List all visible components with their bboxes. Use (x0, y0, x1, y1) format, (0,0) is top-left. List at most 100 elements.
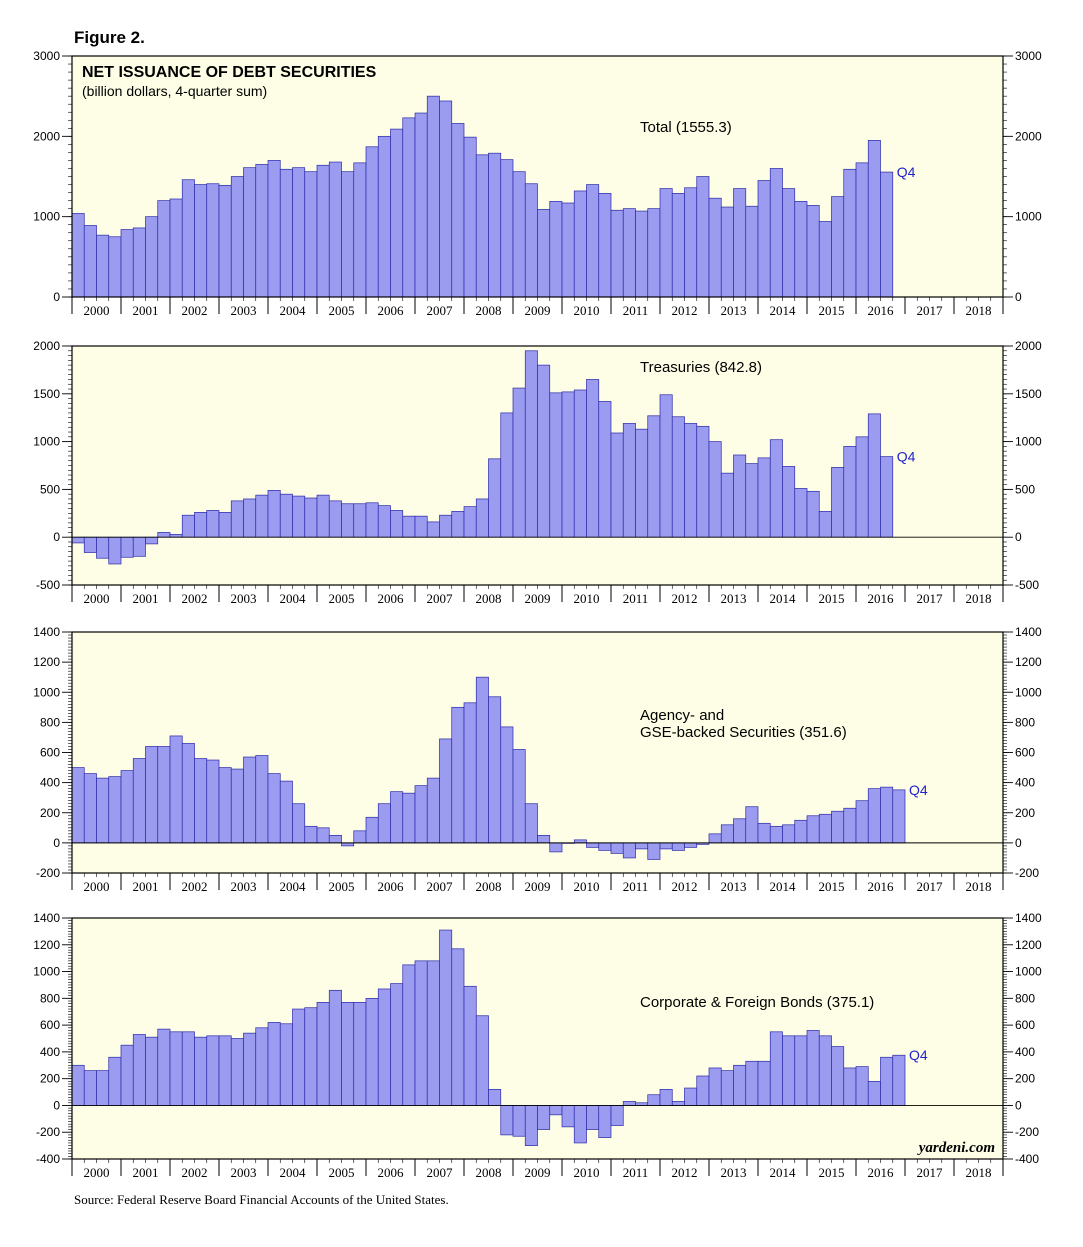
bar (512, 749, 526, 844)
bar (745, 1060, 759, 1106)
y-tick-label-right: -200 (1015, 866, 1039, 880)
y-tick-label-right: 400 (1015, 1045, 1035, 1059)
x-tick-label: 2004 (280, 1165, 307, 1180)
source-note: Source: Federal Reserve Board Financial … (74, 1192, 449, 1207)
bar (684, 423, 698, 538)
bar (414, 112, 428, 298)
bar (733, 188, 747, 298)
x-tick-label: 2016 (868, 879, 895, 894)
bar (463, 702, 477, 844)
bar (71, 767, 85, 844)
bar (157, 1028, 171, 1106)
latest-quarter-label: Q4 (909, 782, 928, 798)
bar (181, 1031, 195, 1106)
bar (71, 1064, 85, 1106)
bar (500, 159, 514, 298)
x-tick-label: 2001 (133, 879, 159, 894)
y-tick-label-left: 200 (40, 806, 60, 820)
bar (328, 161, 342, 298)
x-tick-label: 2000 (84, 879, 110, 894)
bar (463, 136, 477, 298)
bar (720, 472, 734, 538)
bar (83, 1070, 97, 1106)
bar (145, 1036, 159, 1106)
y-tick-label-right: 0 (1015, 530, 1022, 544)
x-tick-label: 2016 (868, 1165, 895, 1180)
bar (181, 743, 195, 844)
bar (145, 216, 159, 298)
bar (108, 536, 122, 565)
bar (169, 735, 183, 844)
bar (328, 834, 342, 844)
bar (451, 123, 465, 298)
y-tick-label-right: 200 (1015, 1072, 1035, 1086)
x-tick-label: 2010 (574, 591, 600, 606)
x-tick-label: 2017 (917, 303, 944, 318)
y-tick-label-right: 1200 (1015, 655, 1042, 669)
y-tick-label-right: 800 (1015, 991, 1035, 1005)
series-label: Total (1555.3) (640, 119, 732, 136)
bar (390, 510, 404, 538)
x-tick-label: 2006 (378, 591, 405, 606)
bar (390, 128, 404, 298)
bar (206, 183, 220, 298)
bar (218, 1035, 232, 1106)
bar (304, 171, 318, 298)
bar (96, 777, 110, 844)
x-tick-label: 2006 (378, 879, 405, 894)
bar (782, 1035, 796, 1106)
bar (647, 415, 661, 538)
bar (622, 208, 636, 298)
bar (708, 833, 722, 844)
bar (733, 454, 747, 538)
bar (561, 1105, 575, 1128)
bar (194, 1036, 208, 1106)
bar (279, 780, 293, 844)
bar (120, 770, 134, 844)
bar (292, 495, 306, 538)
x-tick-label: 2016 (868, 591, 895, 606)
bar (414, 785, 428, 844)
bar (451, 706, 465, 844)
x-tick-label: 2014 (770, 1165, 797, 1180)
bar (659, 1089, 673, 1106)
bar (806, 205, 820, 298)
bar (279, 1023, 293, 1106)
bar (818, 221, 832, 298)
bar (157, 200, 171, 298)
bar (169, 198, 183, 298)
bar (377, 803, 391, 844)
x-tick-label: 2003 (231, 303, 257, 318)
y-tick-label-left: 1400 (33, 911, 60, 925)
bar (671, 1101, 685, 1106)
bar (831, 1046, 845, 1106)
bar (475, 154, 489, 298)
y-tick-label-left: 2000 (33, 129, 60, 143)
x-tick-label: 2002 (182, 879, 208, 894)
bar (414, 515, 428, 538)
bar (757, 1060, 771, 1106)
bar (267, 160, 281, 298)
x-tick-label: 2013 (721, 591, 747, 606)
bar (157, 532, 171, 538)
bar (439, 929, 453, 1106)
bar (622, 423, 636, 538)
bar (316, 494, 330, 538)
y-tick-label-left: 1000 (33, 685, 60, 699)
x-tick-label: 2008 (476, 591, 502, 606)
bar (880, 456, 894, 538)
y-tick-label-left: 0 (53, 1098, 60, 1112)
bar (635, 428, 649, 538)
bar (365, 816, 379, 844)
y-tick-label-right: 600 (1015, 746, 1035, 760)
bar (647, 842, 661, 860)
bar (488, 1089, 502, 1106)
bar (598, 842, 612, 851)
latest-quarter-label: Q4 (897, 449, 916, 465)
x-tick-label: 2003 (231, 1165, 257, 1180)
bar (218, 767, 232, 844)
bar (365, 502, 379, 538)
bar (831, 196, 845, 298)
x-tick-label: 2011 (623, 879, 649, 894)
bar (745, 205, 759, 298)
